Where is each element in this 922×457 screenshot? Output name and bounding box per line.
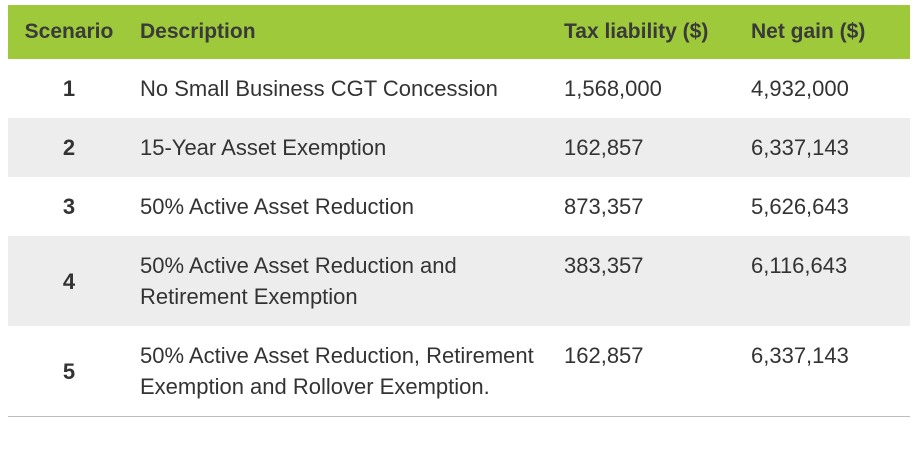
tax-liability-value: 383,357 [556,236,743,326]
net-gain-value: 6,337,143 [743,326,910,417]
table-body: 1 No Small Business CGT Concession 1,568… [8,59,910,417]
scenario-description: 50% Active Asset Reduction, Retirement E… [130,326,556,417]
header-tax-liability: Tax liability ($) [556,5,743,59]
cgt-scenarios-table: Scenario Description Tax liability ($) N… [8,5,910,417]
scenario-number: 5 [8,326,130,417]
net-gain-value: 5,626,643 [751,194,849,219]
table-row: 2 15-Year Asset Exemption 162,857 6,337,… [8,118,910,177]
table-row: 1 No Small Business CGT Concession 1,568… [8,59,910,118]
scenario-description: No Small Business CGT Concession [140,76,498,101]
table-row: 3 50% Active Asset Reduction 873,357 5,6… [8,177,910,236]
tax-liability-value: 162,857 [556,118,743,177]
scenario-number: 2 [8,118,130,177]
scenario-description: 50% Active Asset Reduction and Retiremen… [130,236,556,326]
cgt-scenarios-table-container: Scenario Description Tax liability ($) N… [8,5,910,417]
scenario-number: 4 [8,236,130,326]
net-gain-value: 4,932,000 [751,76,849,101]
table-header: Scenario Description Tax liability ($) N… [8,5,910,59]
header-description: Description [130,5,556,59]
header-net-gain: Net gain ($) [743,5,910,59]
tax-liability-value: 873,357 [564,194,644,219]
scenario-description: 15-Year Asset Exemption [130,118,556,177]
scenario-number: 1 [62,76,76,101]
net-gain-value: 6,337,143 [743,118,910,177]
table-row: 4 50% Active Asset Reduction and Retirem… [8,236,910,326]
header-scenario: Scenario [8,5,130,59]
scenario-description: 50% Active Asset Reduction [140,194,414,219]
tax-liability-value: 162,857 [556,326,743,417]
tax-liability-value: 1,568,000 [564,76,662,101]
table-row: 5 50% Active Asset Reduction, Retirement… [8,326,910,417]
net-gain-value: 6,116,643 [743,236,910,326]
header-row: Scenario Description Tax liability ($) N… [8,5,910,59]
scenario-number: 3 [62,194,76,219]
